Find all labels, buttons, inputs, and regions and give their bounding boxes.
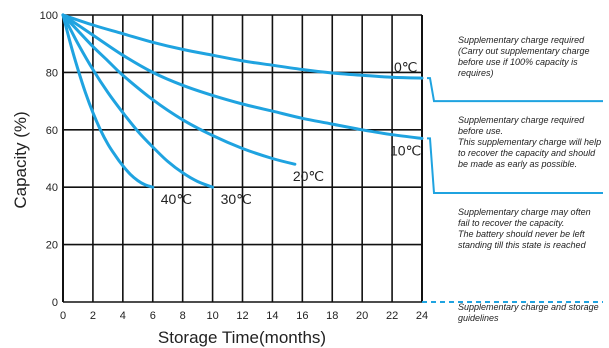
series-label: 40℃: [161, 191, 192, 207]
grid: [62, 14, 423, 303]
guideline-band: [427, 77, 603, 103]
y-tick-label: 40: [46, 182, 58, 194]
y-tick-labels: 0 20 40 60 80 100: [40, 10, 58, 309]
y-tick-label: 60: [46, 125, 58, 137]
guideline-note: Supplementary charge required (Carry out …: [458, 35, 590, 78]
x-tick-label: 0: [60, 310, 66, 322]
y-axis-title: Capacity (%): [11, 111, 30, 208]
y-tick-label: 100: [40, 10, 58, 22]
y-tick-label: 80: [46, 67, 58, 79]
x-tick-label: 6: [150, 310, 156, 322]
x-tick-label: 16: [296, 310, 308, 322]
series-line: [61, 13, 215, 189]
x-tick-label: 20: [356, 310, 368, 322]
x-tick-label: 22: [386, 310, 398, 322]
y-tick-label: 0: [52, 297, 58, 309]
series-labels: 0℃ 10℃ 20℃ 30℃ 40℃: [161, 59, 422, 207]
x-tick-label: 8: [180, 310, 186, 322]
guideline-bands: [422, 77, 603, 303]
series-line: [61, 13, 424, 80]
guideline-band: [427, 137, 603, 194]
x-tick-labels: 0 2 4 6 8 10 12 14 16 18 20 22 24: [60, 310, 428, 322]
y-tick-label: 20: [46, 240, 58, 252]
series-label: 20℃: [293, 168, 324, 184]
x-tick-label: 18: [326, 310, 338, 322]
series-line: [61, 13, 424, 140]
series-line: [61, 13, 155, 189]
guideline-notes: Supplementary charge required (Carry out …: [458, 35, 601, 323]
x-tick-label: 24: [416, 310, 428, 322]
x-tick-label: 10: [206, 310, 218, 322]
series-lines: [61, 13, 424, 189]
x-tick-label: 12: [236, 310, 248, 322]
series-label: 0℃: [394, 59, 418, 75]
guideline-note: Supplementary charge and storage guidelin…: [458, 302, 599, 323]
series-label: 30℃: [221, 191, 252, 207]
guideline-note: Supplementary charge may often fail to re…: [458, 207, 591, 250]
series-line: [61, 13, 297, 166]
x-axis-title: Storage Time(months): [158, 328, 326, 347]
x-tick-label: 2: [90, 310, 96, 322]
guideline-note: Supplementary charge required before use.…: [458, 115, 601, 169]
x-tick-label: 14: [266, 310, 278, 322]
series-label: 10℃: [390, 142, 421, 158]
x-tick-label: 4: [120, 310, 126, 322]
